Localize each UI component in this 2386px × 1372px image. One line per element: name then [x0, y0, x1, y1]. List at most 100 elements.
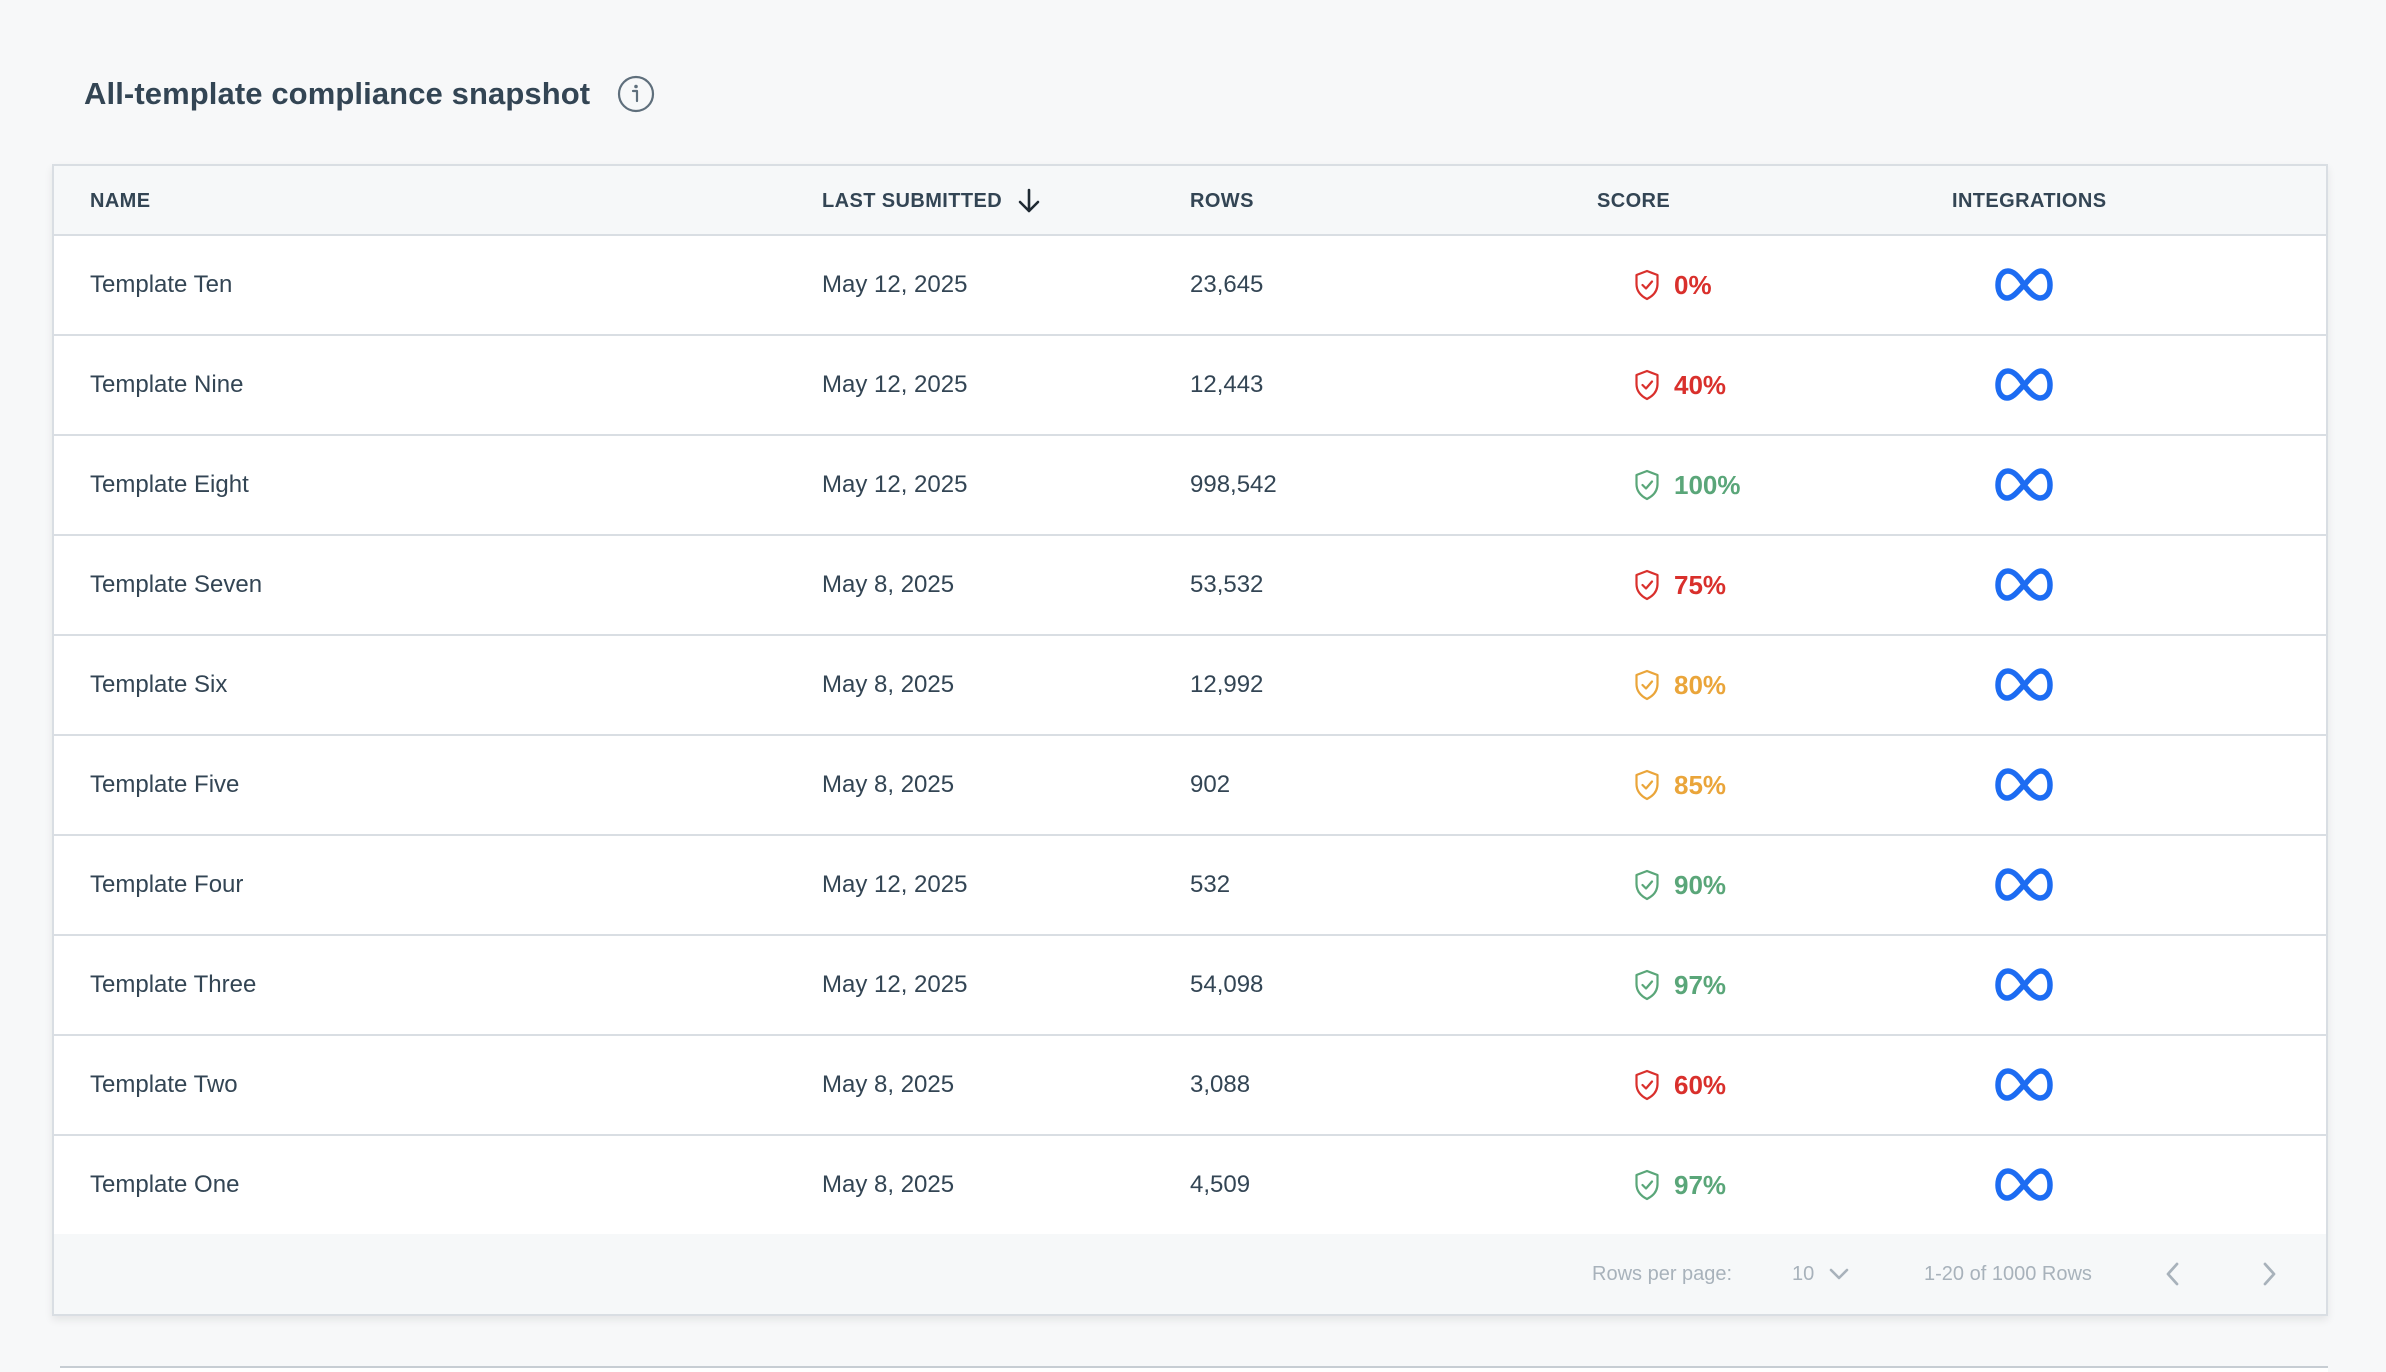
compliance-score: 85% [1634, 736, 1726, 834]
template-name[interactable]: Template Five [90, 771, 240, 798]
template-name[interactable]: Template Ten [90, 271, 233, 298]
meta-icon[interactable] [1994, 465, 2054, 505]
template-name[interactable]: Template Two [90, 1071, 238, 1098]
meta-icon[interactable] [1994, 665, 2054, 705]
chevron-left-icon[interactable] [2164, 1234, 2182, 1314]
column-header-name[interactable]: NAME [90, 166, 151, 236]
score-value: 0% [1674, 269, 1712, 300]
column-header-label: SCORE [1597, 189, 1671, 212]
template-name[interactable]: Template Four [90, 871, 244, 898]
integrations-cell [1994, 736, 2054, 834]
row-count: 902 [1190, 771, 1231, 798]
meta-icon[interactable] [1994, 965, 2054, 1005]
integrations-cell [1994, 836, 2054, 934]
shield-check-icon [1634, 369, 1660, 401]
integrations-cell [1994, 236, 2054, 334]
template-name[interactable]: Template One [90, 1171, 240, 1198]
score-value: 85% [1674, 769, 1727, 800]
row-count: 3,088 [1190, 1071, 1251, 1098]
table-row[interactable]: Template Four May 12, 2025 532 90% [54, 836, 2326, 936]
last-submitted-date: May 12, 2025 [822, 971, 968, 998]
table-row[interactable]: Template Three May 12, 2025 54,098 97% [54, 936, 2326, 1036]
rows-per-page-select[interactable]: 10 [1792, 1234, 1850, 1314]
column-header-label: ROWS [1190, 189, 1254, 212]
score-value: 80% [1674, 669, 1727, 700]
compliance-score: 75% [1634, 536, 1726, 634]
table-row[interactable]: Template Seven May 8, 2025 53,532 75% [54, 536, 2326, 636]
row-count: 12,992 [1190, 671, 1264, 698]
integrations-cell [1994, 436, 2054, 534]
template-name[interactable]: Template Nine [90, 371, 244, 398]
score-value: 60% [1674, 1069, 1727, 1100]
score-value: 90% [1674, 869, 1727, 900]
compliance-score: 97% [1634, 936, 1726, 1034]
column-header-integrations[interactable]: INTEGRATIONS [1952, 166, 2106, 236]
table-body: Template Ten May 12, 2025 23,645 0% Template… [54, 236, 2326, 1236]
meta-icon[interactable] [1994, 1065, 2054, 1105]
page-header: All-template compliance snapshot [84, 68, 656, 120]
column-header-label: INTEGRATIONS [1952, 189, 2107, 212]
chevron-right-icon[interactable] [2260, 1234, 2278, 1314]
page-title: All-template compliance snapshot [84, 76, 591, 111]
arrow-down-icon[interactable] [1016, 187, 1042, 215]
meta-icon[interactable] [1994, 865, 2054, 905]
meta-icon[interactable] [1994, 565, 2054, 605]
table-row[interactable]: Template One May 8, 2025 4,509 97% [54, 1136, 2326, 1236]
table-row[interactable]: Template Two May 8, 2025 3,088 60% [54, 1036, 2326, 1136]
chevron-down-icon [1828, 1267, 1850, 1281]
template-name[interactable]: Template Eight [90, 471, 249, 498]
shield-check-icon [1634, 1169, 1660, 1201]
rows-per-page-label: Rows per page: [1592, 1262, 1733, 1285]
compliance-score: 90% [1634, 836, 1726, 934]
compliance-score: 97% [1634, 1136, 1726, 1234]
last-submitted-date: May 12, 2025 [822, 271, 968, 298]
compliance-score: 0% [1634, 236, 1712, 334]
row-count: 53,532 [1190, 571, 1264, 598]
column-header-rows[interactable]: ROWS [1190, 166, 1254, 236]
meta-icon[interactable] [1994, 365, 2054, 405]
pagination-range: 1-20 of 1000 Rows [1924, 1262, 2092, 1285]
compliance-table-card: NAME LAST SUBMITTED ROWS SCORE INTEGRATI… [52, 164, 2328, 1316]
score-value: 40% [1674, 369, 1727, 400]
table-row[interactable]: Template Nine May 12, 2025 12,443 40% [54, 336, 2326, 436]
template-name[interactable]: Template Three [90, 971, 257, 998]
table-header: NAME LAST SUBMITTED ROWS SCORE INTEGRATI… [54, 166, 2326, 236]
last-submitted-date: May 12, 2025 [822, 471, 968, 498]
shield-check-icon [1634, 469, 1660, 501]
shield-check-icon [1634, 269, 1660, 301]
table-row[interactable]: Template Six May 8, 2025 12,992 80% [54, 636, 2326, 736]
shield-check-icon [1634, 969, 1660, 1001]
row-count: 4,509 [1190, 1171, 1251, 1198]
meta-icon[interactable] [1994, 265, 2054, 305]
table-pagination: Rows per page: 10 1-20 of 1000 Rows [54, 1234, 2326, 1314]
meta-icon[interactable] [1994, 1165, 2054, 1205]
compliance-score: 40% [1634, 336, 1726, 434]
info-circle-icon[interactable] [616, 74, 656, 114]
last-submitted-date: May 8, 2025 [822, 671, 955, 698]
last-submitted-date: May 12, 2025 [822, 371, 968, 398]
shield-check-icon [1634, 669, 1660, 701]
score-value: 75% [1674, 569, 1727, 600]
shield-check-icon [1634, 1069, 1660, 1101]
table-row[interactable]: Template Five May 8, 2025 902 85% [54, 736, 2326, 836]
table-row[interactable]: Template Ten May 12, 2025 23,645 0% [54, 236, 2326, 336]
rows-per-page-value: 10 [1792, 1262, 1815, 1285]
column-header-score[interactable]: SCORE [1597, 166, 1670, 236]
compliance-score: 60% [1634, 1036, 1726, 1134]
template-name[interactable]: Template Six [90, 671, 228, 698]
row-count: 998,542 [1190, 471, 1277, 498]
compliance-score: 80% [1634, 636, 1726, 734]
score-value: 97% [1674, 1169, 1727, 1200]
template-name[interactable]: Template Seven [90, 571, 263, 598]
integrations-cell [1994, 1136, 2054, 1234]
column-header-last-submitted[interactable]: LAST SUBMITTED [822, 166, 1042, 236]
integrations-cell [1994, 636, 2054, 734]
meta-icon[interactable] [1994, 765, 2054, 805]
row-count: 12,443 [1190, 371, 1264, 398]
table-row[interactable]: Template Eight May 12, 2025 998,542 100% [54, 436, 2326, 536]
integrations-cell [1994, 936, 2054, 1034]
next-card-edge [60, 1366, 2328, 1372]
shield-check-icon [1634, 769, 1660, 801]
last-submitted-date: May 8, 2025 [822, 1071, 955, 1098]
column-header-label: LAST SUBMITTED [822, 189, 1003, 212]
